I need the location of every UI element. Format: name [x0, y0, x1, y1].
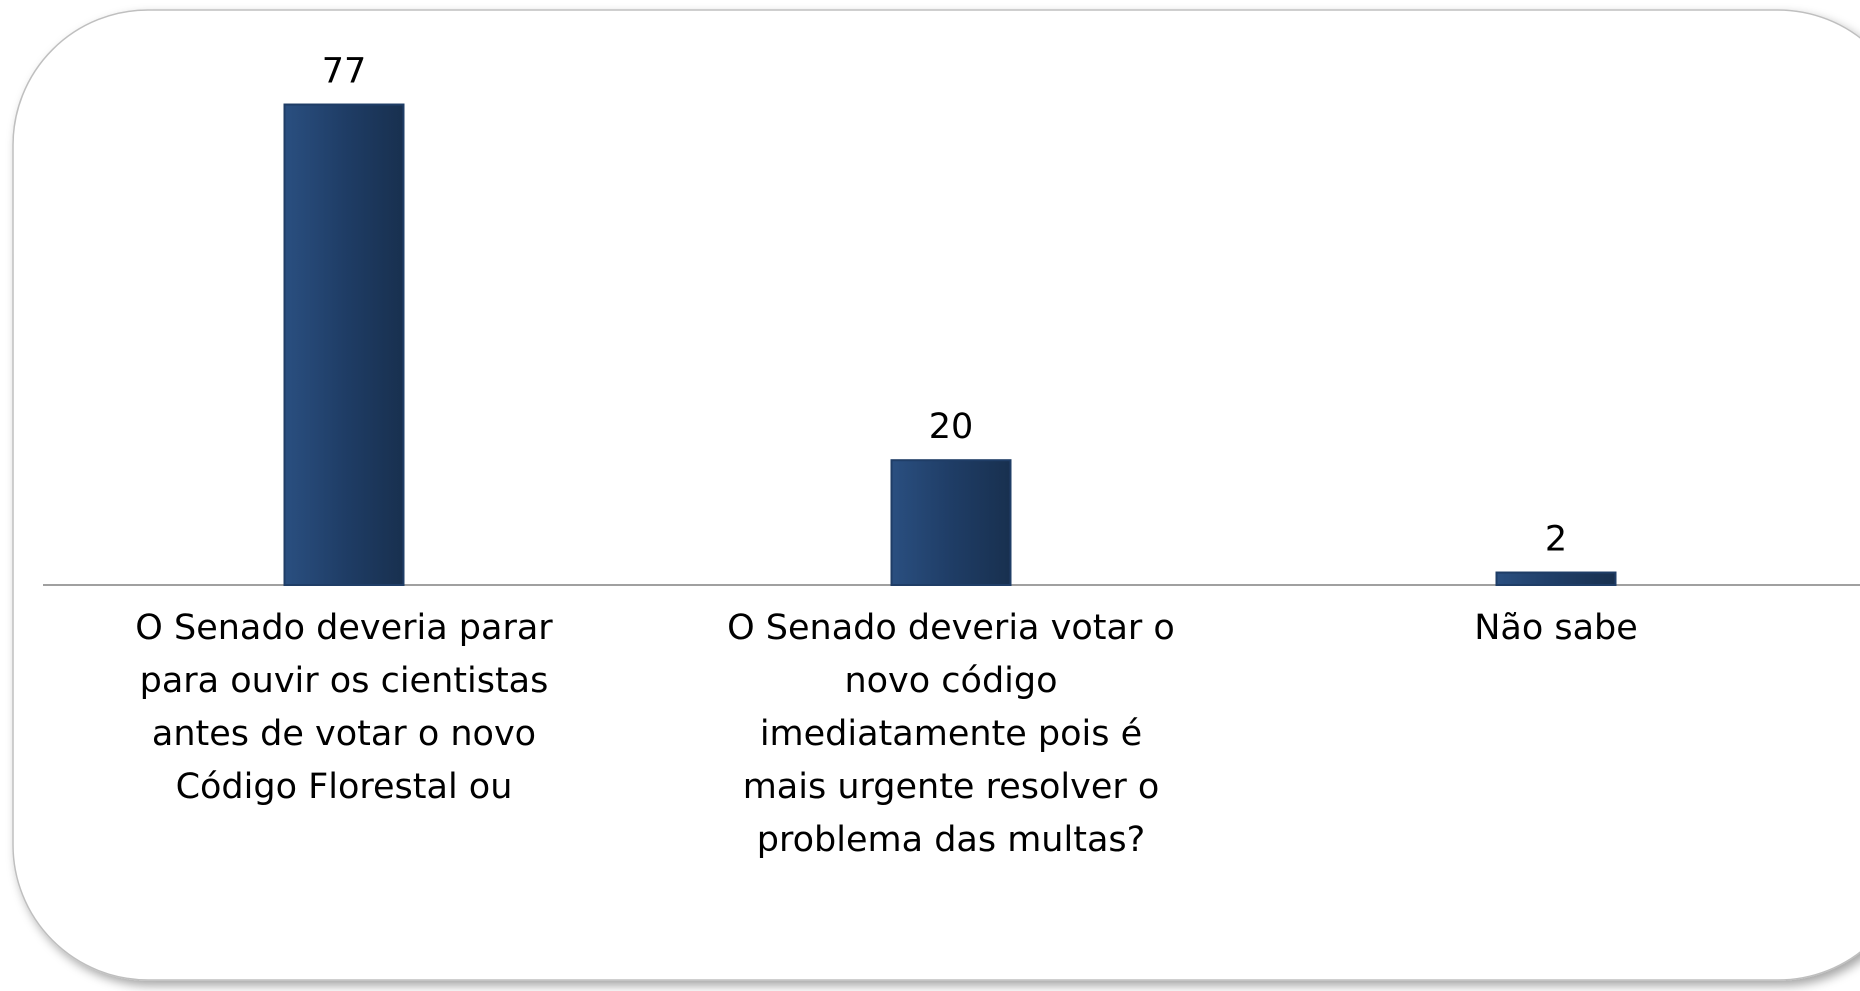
category-label: O Senado deveria votar o novo código ime…	[727, 608, 1175, 860]
category-label: Não sabe	[1474, 608, 1638, 648]
value-label: 2	[1545, 520, 1567, 560]
bar	[1495, 571, 1617, 587]
value-label: 20	[929, 407, 974, 447]
value-label: 77	[322, 52, 367, 92]
bar	[283, 103, 405, 587]
category-label: O Senado deveria parar para ouvir os cie…	[135, 608, 553, 807]
bar	[890, 459, 1012, 587]
